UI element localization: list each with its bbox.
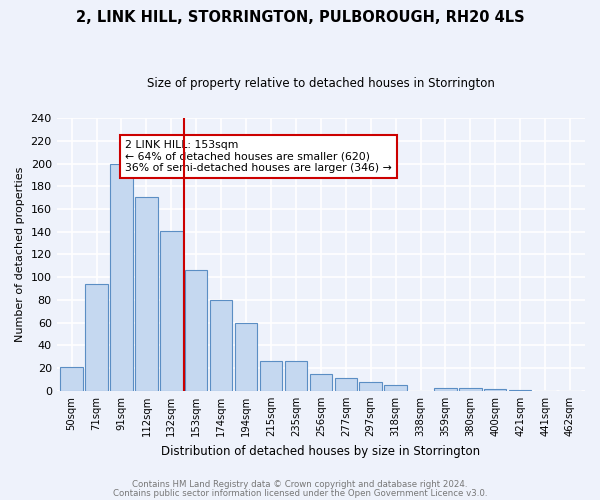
Bar: [110, 164, 133, 391]
Bar: [359, 382, 382, 391]
Bar: [210, 300, 232, 391]
Bar: [160, 230, 182, 391]
Text: 2, LINK HILL, STORRINGTON, PULBOROUGH, RH20 4LS: 2, LINK HILL, STORRINGTON, PULBOROUGH, R…: [76, 10, 524, 25]
Bar: [61, 367, 83, 391]
Bar: [284, 362, 307, 391]
Bar: [459, 388, 482, 391]
X-axis label: Distribution of detached houses by size in Storrington: Distribution of detached houses by size …: [161, 444, 481, 458]
Bar: [135, 196, 158, 391]
Title: Size of property relative to detached houses in Storrington: Size of property relative to detached ho…: [147, 78, 495, 90]
Text: 2 LINK HILL: 153sqm
← 64% of detached houses are smaller (620)
36% of semi-detac: 2 LINK HILL: 153sqm ← 64% of detached ho…: [125, 140, 392, 173]
Text: Contains public sector information licensed under the Open Government Licence v3: Contains public sector information licen…: [113, 488, 487, 498]
Bar: [509, 390, 532, 391]
Bar: [235, 322, 257, 391]
Bar: [484, 388, 506, 391]
Bar: [185, 270, 208, 391]
Bar: [434, 388, 457, 391]
Y-axis label: Number of detached properties: Number of detached properties: [15, 167, 25, 342]
Bar: [260, 362, 282, 391]
Text: Contains HM Land Registry data © Crown copyright and database right 2024.: Contains HM Land Registry data © Crown c…: [132, 480, 468, 489]
Bar: [310, 374, 332, 391]
Bar: [85, 284, 108, 391]
Bar: [335, 378, 357, 391]
Bar: [385, 385, 407, 391]
